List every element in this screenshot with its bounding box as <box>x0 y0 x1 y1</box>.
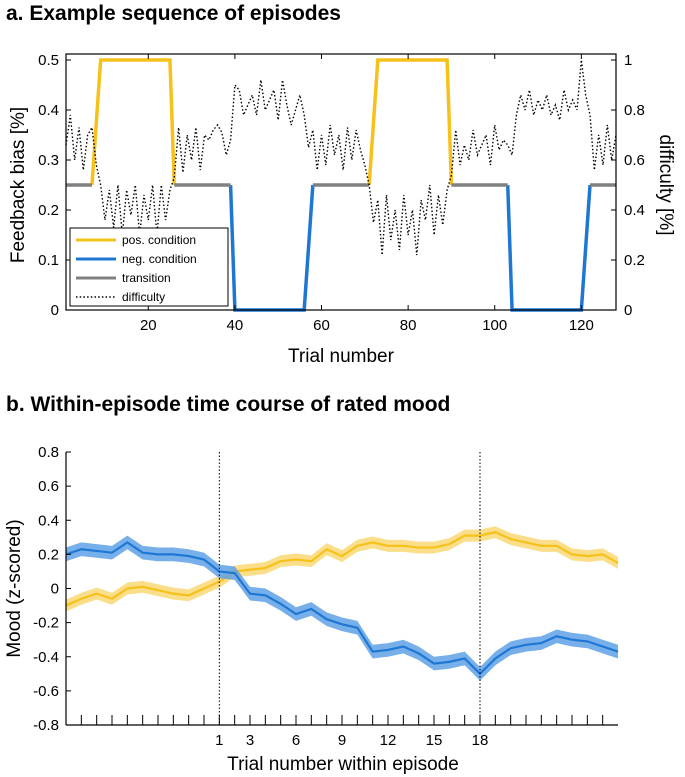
chart-a-xtick-label-5: 120 <box>569 317 594 334</box>
series-pos-condition-segment-1 <box>367 58 454 186</box>
chart-b-ytick-label-5: 0.2 <box>38 546 59 563</box>
chart-a-ytick-right-label-3: 0.6 <box>624 152 645 169</box>
chart-b-ylabel: Mood (z-scored) <box>4 519 25 657</box>
chart-b-ytick-label-3: -0.2 <box>33 615 59 632</box>
chart-b-xtick-label-5: 15 <box>426 732 443 749</box>
chart-a-ytick-right-label-5: 1 <box>624 52 632 69</box>
chart-a-ytick-label-1: 0.1 <box>38 252 59 269</box>
chart-b-line-positive <box>65 531 619 607</box>
chart-b-xtick-label-2: 6 <box>292 732 300 749</box>
chart-a: 20 40 60 80 100 120 0 0.1 0.2 0.3 0.4 0.5 0 0.2 0.4 0.6… <box>8 52 676 367</box>
chart-a-ytick-right-label-4: 0.8 <box>624 102 645 119</box>
chart-b: -0.8 -0.6 -0.4 -0.2 0 0.2 0.4 0.6 0.8 1 3 6 9 12 15 18 T… <box>4 444 619 775</box>
chart-a-ytick-label-0: 0 <box>51 302 59 319</box>
chart-a-frame <box>65 53 617 311</box>
chart-b-ytick-label-4: 0 <box>51 581 59 598</box>
chart-a-ytick-label-2: 0.2 <box>38 202 59 219</box>
chart-a-ytick-label-3: 0.3 <box>38 152 59 169</box>
chart-a-legend-label-1: neg. condition <box>122 252 197 266</box>
series-difficulty-line <box>65 59 617 256</box>
chart-b-band-positive <box>66 526 618 612</box>
chart-b-xlabel: Trial number within episode <box>227 754 459 775</box>
series-neg-condition-segment-1 <box>505 184 592 312</box>
chart-b-ytick-label-0: -0.8 <box>33 717 59 734</box>
chart-b-line-negative <box>65 541 619 676</box>
chart-b-band-negative <box>66 535 618 681</box>
chart-a-xtick-label-4: 100 <box>482 317 507 334</box>
chart-b-ytick-label-1: -0.6 <box>33 683 59 700</box>
chart-b-ytick-label-2: -0.4 <box>33 649 59 666</box>
chart-a-xtick-label-1: 40 <box>227 317 244 334</box>
series-neg-condition-segment-0 <box>228 184 315 312</box>
chart-b-ytick-label-8: 0.8 <box>38 444 59 461</box>
series-pos-condition-segment-0 <box>90 58 177 186</box>
chart-b-xtick-label-4: 12 <box>380 732 397 749</box>
panel-b-title: b. Within-episode time course of rated m… <box>6 393 451 416</box>
chart-a-xtick-label-0: 20 <box>140 317 157 334</box>
chart-a-legend-label-2: transition <box>122 271 171 285</box>
chart-a-xlabel: Trial number <box>288 346 395 367</box>
chart-b-xtick-label-6: 18 <box>472 732 489 749</box>
chart-a-ytick-label-4: 0.4 <box>38 102 59 119</box>
chart-b-xtick-label-1: 3 <box>246 732 254 749</box>
chart-b-xtick-label-0: 1 <box>215 732 223 749</box>
chart-a-xtick-label-2: 60 <box>313 317 330 334</box>
chart-b-ytick-label-7: 0.6 <box>38 478 59 495</box>
chart-a-ytick-right-label-1: 0.2 <box>624 252 645 269</box>
chart-a-legend-label-3: difficulty <box>122 290 165 304</box>
panel-a-title: a. Example sequence of episodes <box>6 2 341 25</box>
chart-b-xtick-label-3: 9 <box>338 732 346 749</box>
chart-b-ytick-label-6: 0.4 <box>38 512 59 529</box>
chart-a-xtick-label-3: 80 <box>400 317 417 334</box>
chart-a-ylabel-right: difficulty [%] <box>655 134 676 235</box>
chart-a-ylabel: Feedback bias [%] <box>8 107 29 263</box>
chart-a-legend-label-0: pos. condition <box>122 233 196 247</box>
chart-a-ytick-right-label-0: 0 <box>624 302 632 319</box>
chart-a-ytick-label-5: 0.5 <box>38 52 59 69</box>
chart-a-ytick-right-label-2: 0.4 <box>624 202 645 219</box>
